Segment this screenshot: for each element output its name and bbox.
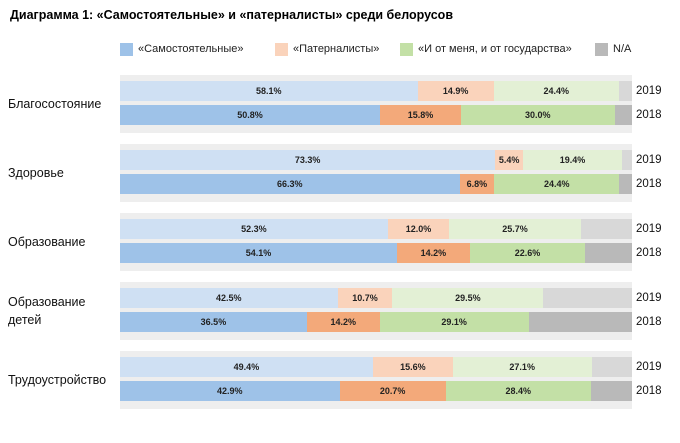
- bar-segment-paternalist-2018: [459, 174, 495, 194]
- bar-segment-independent-2019: [120, 357, 373, 377]
- year-label-2018: 2018: [636, 385, 662, 397]
- category-label: Образование: [8, 235, 86, 249]
- data-label-both-2018: 30.0%: [525, 110, 551, 120]
- bar-segment-independent-2019: [120, 150, 496, 170]
- legend-swatch-paternalist: [275, 42, 288, 56]
- bar-segment-independent-2019: [120, 219, 388, 239]
- bar-segment-both-2019: [452, 357, 592, 377]
- year-label-2019: 2019: [636, 292, 662, 304]
- data-label-both-2019: 27.1%: [509, 362, 535, 372]
- data-label-both-2019: 24.4%: [543, 86, 569, 96]
- bar-segment-paternalist-2018: [339, 381, 446, 401]
- legend-swatch-na: [595, 42, 608, 56]
- bar-segment-na-2019: [618, 81, 632, 101]
- bar-segment-both-2018: [445, 381, 591, 401]
- data-label-both-2018: 22.6%: [514, 248, 541, 258]
- data-label-paternalist-2018: 15.8%: [407, 110, 434, 120]
- year-label-2019: 2019: [636, 223, 662, 235]
- bar-segment-both-2018: [469, 243, 586, 263]
- data-label-independent-2018: 36.5%: [200, 317, 227, 327]
- data-label-paternalist-2019: 12.0%: [405, 224, 432, 234]
- bar-segment-both-2019: [493, 81, 619, 101]
- legend-label-independent: «Самостоятельные»: [138, 43, 244, 55]
- legend-label-paternalist: «Патерналисты»: [293, 43, 380, 55]
- data-label-paternalist-2019: 15.6%: [400, 362, 426, 372]
- bar-segment-independent-2019: [120, 288, 338, 308]
- data-label-paternalist-2018: 14.2%: [420, 248, 447, 258]
- data-label-both-2019: 25.7%: [502, 224, 528, 234]
- data-label-independent-2019: 42.5%: [216, 293, 242, 303]
- bar-segment-independent-2018: [120, 174, 460, 194]
- bar-segment-independent-2018: [120, 312, 307, 332]
- year-label-2018: 2018: [636, 109, 662, 121]
- bar-segment-na-2018: [585, 243, 632, 263]
- year-label-2018: 2018: [636, 316, 662, 328]
- bar-segment-paternalist-2018: [306, 312, 380, 332]
- bar-segment-na-2019: [580, 219, 632, 239]
- data-label-both-2019: 29.5%: [455, 293, 481, 303]
- category-label: Здоровье: [8, 166, 64, 180]
- data-label-paternalist-2019: 5.4%: [498, 155, 520, 165]
- bar-segment-independent-2019: [120, 81, 418, 101]
- legend-item-paternalist: «Патерналисты»: [275, 40, 379, 58]
- bar-segment-both-2019: [449, 219, 581, 239]
- legend-label-na: N/A: [613, 43, 632, 55]
- bar-segment-na-2018: [528, 312, 632, 332]
- bar-segment-paternalist-2019: [495, 150, 523, 170]
- bar-segment-both-2018: [494, 174, 620, 194]
- data-label-paternalist-2018: 14.2%: [330, 317, 356, 327]
- bar-segment-paternalist-2019: [387, 219, 450, 239]
- data-label-independent-2019: 52.3%: [241, 224, 267, 234]
- bar-segment-na-2018: [591, 381, 632, 401]
- bar-segment-na-2019: [591, 357, 632, 377]
- year-label-2018: 2018: [636, 247, 662, 259]
- bar-segment-both-2018: [461, 105, 615, 125]
- year-label-2019: 2019: [636, 154, 662, 166]
- data-label-both-2018: 24.4%: [543, 179, 570, 189]
- data-label-independent-2019: 73.3%: [294, 155, 321, 165]
- year-label-2019: 2019: [636, 361, 662, 373]
- year-label-2019: 2019: [636, 85, 662, 97]
- bar-segment-independent-2018: [120, 381, 340, 401]
- legend-label-both: «И от меня, и от государства»: [418, 43, 572, 55]
- bar-segment-na-2018: [614, 105, 632, 125]
- data-label-independent-2018: 66.3%: [276, 179, 303, 189]
- data-label-both-2018: 28.4%: [505, 386, 532, 396]
- legend-item-na: N/A: [595, 40, 631, 58]
- data-label-independent-2019: 58.1%: [255, 86, 282, 96]
- category-label: Образование детей: [8, 295, 86, 327]
- chart-title: Диаграмма 1: «Самостоятельные» и «патерн…: [10, 8, 454, 22]
- category-label: Трудоустройство: [8, 373, 107, 387]
- data-label-paternalist-2018: 6.8%: [466, 179, 488, 189]
- bar-segment-na-2019: [622, 150, 632, 170]
- bar-segment-both-2018: [379, 312, 529, 332]
- legend-swatch-independent: [120, 42, 133, 56]
- legend-swatch-both: [400, 42, 413, 56]
- bar-segment-na-2018: [619, 174, 632, 194]
- data-label-paternalist-2019: 10.7%: [352, 293, 378, 303]
- data-label-independent-2019: 49.4%: [233, 362, 260, 372]
- bar-segment-paternalist-2018: [380, 105, 461, 125]
- data-label-both-2018: 29.1%: [441, 317, 467, 327]
- data-label-independent-2018: 50.8%: [237, 110, 263, 120]
- bar-segment-both-2019: [522, 150, 623, 170]
- bar-segment-paternalist-2018: [397, 243, 470, 263]
- data-label-paternalist-2019: 14.9%: [442, 86, 469, 96]
- year-label-2018: 2018: [636, 178, 662, 190]
- bar-segment-paternalist-2019: [372, 357, 453, 377]
- bar-segment-independent-2018: [120, 243, 397, 263]
- legend-item-both: «И от меня, и от государства»: [400, 40, 572, 58]
- legend: «Самостоятельные» «Патерналисты» «И от м…: [120, 40, 675, 58]
- bar-segment-paternalist-2019: [417, 81, 494, 101]
- bar-segment-paternalist-2019: [337, 288, 393, 308]
- data-label-paternalist-2018: 20.7%: [379, 386, 406, 396]
- bar-segment-independent-2018: [120, 105, 381, 125]
- legend-item-independent: «Самостоятельные»: [120, 40, 244, 58]
- data-label-independent-2018: 42.9%: [217, 386, 243, 396]
- bar-segment-na-2019: [543, 288, 632, 308]
- data-label-both-2019: 19.4%: [559, 155, 586, 165]
- bar-segment-both-2019: [392, 288, 544, 308]
- data-label-independent-2018: 54.1%: [245, 248, 272, 258]
- category-label: Благосостояние: [8, 97, 102, 111]
